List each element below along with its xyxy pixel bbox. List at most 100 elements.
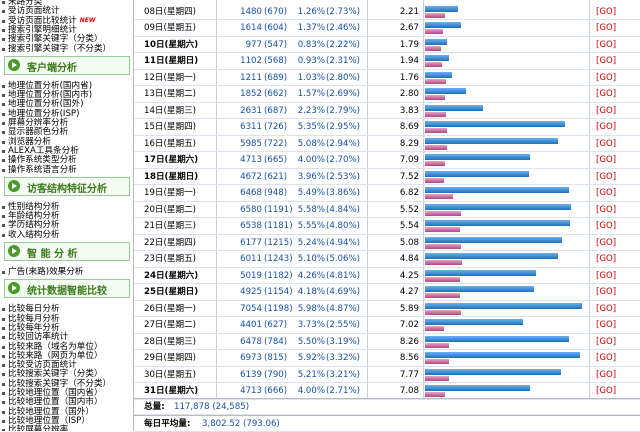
pv-percent: 5.35%: [297, 122, 325, 132]
go-link[interactable]: [GO]: [596, 89, 617, 99]
menu-item[interactable]: 地理位置分析(国外): [1, 99, 84, 110]
date: 13日(星期二): [144, 89, 197, 99]
menu-item[interactable]: 搜索引擎关键字（不分类）: [1, 43, 112, 54]
ip-percent: (2.69%): [326, 89, 361, 99]
menu-item[interactable]: 广告(来路)效果分析: [1, 267, 84, 277]
go-link[interactable]: [GO]: [596, 303, 617, 314]
table-row: 12日(星期一) 1211 (689) 1.03% (2.80%) 1.76 [GO]: [134, 70, 640, 86]
go-link[interactable]: [GO]: [596, 39, 617, 50]
go-link[interactable]: [GO]: [596, 138, 617, 149]
pv-bar: [425, 55, 450, 61]
ip-percent: (2.73%): [326, 6, 361, 17]
menu-item[interactable]: 受访页面统计: [2, 6, 60, 17]
go-link[interactable]: [GO]: [596, 72, 617, 83]
go-link[interactable]: [GO]: [596, 221, 617, 231]
menu-item[interactable]: 操作系统类型分析: [2, 155, 77, 166]
go-link[interactable]: [GO]: [596, 204, 617, 215]
menu-item[interactable]: 比较来路（网页为单位）: [2, 350, 103, 361]
ip-bar: [425, 29, 444, 34]
go-link[interactable]: [GO]: [596, 287, 617, 297]
go-link[interactable]: [GO]: [596, 353, 617, 363]
pv-percent: 0.93%: [297, 56, 325, 66]
pv-bar: [425, 236, 563, 243]
go-link[interactable]: [GO]: [596, 122, 617, 132]
ip-count: (670): [264, 6, 288, 17]
menu-item[interactable]: 比较屏幕分辨率: [1, 425, 68, 431]
menu-item[interactable]: 比较每年分析: [2, 322, 60, 333]
ip-bar: [425, 194, 454, 199]
pv-count: 6177: [240, 237, 262, 248]
go-link[interactable]: [GO]: [596, 320, 617, 330]
menu-item[interactable]: 比较地理位置（国内市）: [2, 397, 103, 408]
pv-count: 2631: [240, 105, 262, 116]
ip-percent: (2.71%): [326, 386, 361, 396]
menu-item[interactable]: 屏幕分辨率分析: [1, 118, 69, 128]
menu-item[interactable]: 年龄结构分析: [2, 211, 60, 222]
ip-count: (948): [264, 188, 288, 198]
menu-item[interactable]: 搜索引擎明细统计: [2, 24, 77, 35]
col-line: [589, 0, 590, 399]
menu-item[interactable]: 地理位置分析(国内省): [1, 80, 93, 91]
go-link[interactable]: [GO]: [596, 336, 617, 347]
pv-count: 5985: [240, 138, 262, 149]
menu-item[interactable]: 比较受访页面统计: [2, 360, 77, 371]
section-header: 访客结构特征分析: [4, 176, 130, 196]
menu-item[interactable]: 搜索引擎关键字（分类）: [2, 34, 103, 45]
go-link[interactable]: [GO]: [596, 237, 617, 248]
menu-item[interactable]: 比较来路（域名为单位）: [2, 341, 103, 352]
ratio: 8.29: [399, 138, 419, 149]
menu-item[interactable]: 学历结构分析: [2, 220, 60, 231]
menu-item[interactable]: 浏览器分析: [2, 136, 51, 147]
ratio: 5.08: [399, 237, 419, 248]
menu-item[interactable]: 收入结构分析: [2, 229, 60, 240]
menu-item[interactable]: ALEXA工具条分析: [2, 145, 79, 156]
go-link[interactable]: [GO]: [596, 171, 617, 182]
menu-item[interactable]: 比较搜索关键字（不分类）: [1, 378, 112, 389]
pv-percent: 5.98%: [297, 303, 325, 314]
menu-item[interactable]: 地理位置分析(国内市): [1, 90, 93, 101]
pv-bar: [425, 368, 562, 375]
ip-count: (1243): [264, 254, 293, 264]
pv-percent: 5.10%: [297, 254, 325, 264]
pv-count: 4713: [240, 386, 262, 396]
ip-percent: (4.80%): [326, 221, 361, 231]
ratio: 2.67: [399, 23, 419, 33]
menu-item[interactable]: 性别结构分析: [2, 201, 60, 212]
menu-item[interactable]: 比较回访率统计: [1, 332, 69, 343]
go-link[interactable]: [GO]: [596, 254, 617, 264]
ratio: 6.82: [399, 188, 419, 198]
go-link[interactable]: [GO]: [596, 6, 617, 17]
pv-bar: [425, 385, 530, 391]
pv-count: 6478: [240, 336, 262, 347]
menu-item[interactable]: 比较搜索关键字（分类）: [2, 369, 103, 380]
menu-item[interactable]: 受访页面比较统计 NEW: [2, 15, 96, 26]
pv-percent: 5.24%: [297, 237, 325, 248]
menu-item[interactable]: 比较地理位置（国内省）: [2, 388, 103, 398]
menu-item[interactable]: 比较地理位置（国外）: [2, 406, 94, 417]
pv-count: 4713: [240, 155, 262, 165]
menu-item[interactable]: 比较每日分析: [2, 304, 60, 315]
go-link[interactable]: [GO]: [596, 270, 617, 281]
menu-item[interactable]: 操作系统语言分析: [2, 164, 77, 175]
menu-item[interactable]: 比较每月分析: [2, 313, 60, 324]
table-row: 09日(星期五) 1614 (604) 1.37% (2.46%) 2.67 [GO]: [134, 20, 640, 37]
date: 11日(星期日): [144, 56, 199, 66]
menu-item[interactable]: 来路分类: [1, 0, 42, 7]
pv-percent: 4.00%: [297, 155, 325, 165]
go-link[interactable]: [GO]: [596, 23, 617, 33]
pv-percent: 2.23%: [297, 105, 325, 116]
go-link[interactable]: [GO]: [596, 105, 617, 116]
date: 25日(星期日): [144, 287, 199, 297]
go-link[interactable]: [GO]: [596, 369, 617, 380]
go-link[interactable]: [GO]: [596, 155, 617, 165]
menu-item[interactable]: 地理位置分析(ISP): [1, 108, 80, 119]
ratio: 5.89: [399, 303, 419, 314]
go-link[interactable]: [GO]: [596, 56, 617, 66]
ip-count: (726): [264, 122, 288, 132]
menu-item[interactable]: 显示器颜色分析: [1, 127, 69, 138]
menu-item[interactable]: 比较地理位置（ISP）: [2, 415, 90, 426]
go-link[interactable]: [GO]: [596, 188, 617, 198]
go-link[interactable]: [GO]: [596, 386, 617, 396]
ip-percent: (5.06%): [326, 254, 361, 264]
summary-label: 每日平均量:: [144, 419, 191, 429]
